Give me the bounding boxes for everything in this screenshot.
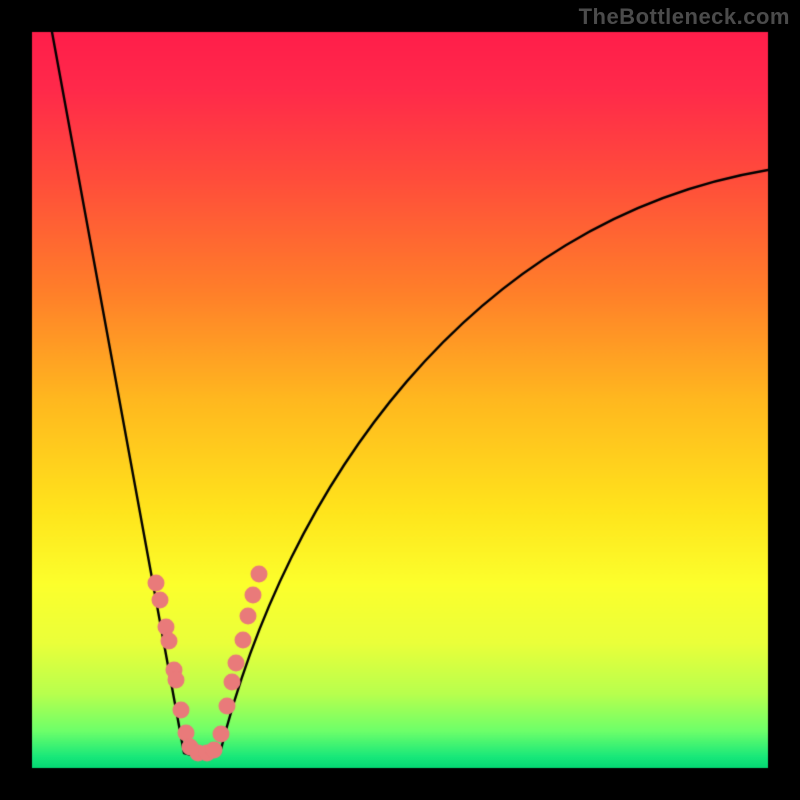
bottleneck-curve-chart xyxy=(0,0,800,800)
chart-container: TheBottleneck.com xyxy=(0,0,800,800)
